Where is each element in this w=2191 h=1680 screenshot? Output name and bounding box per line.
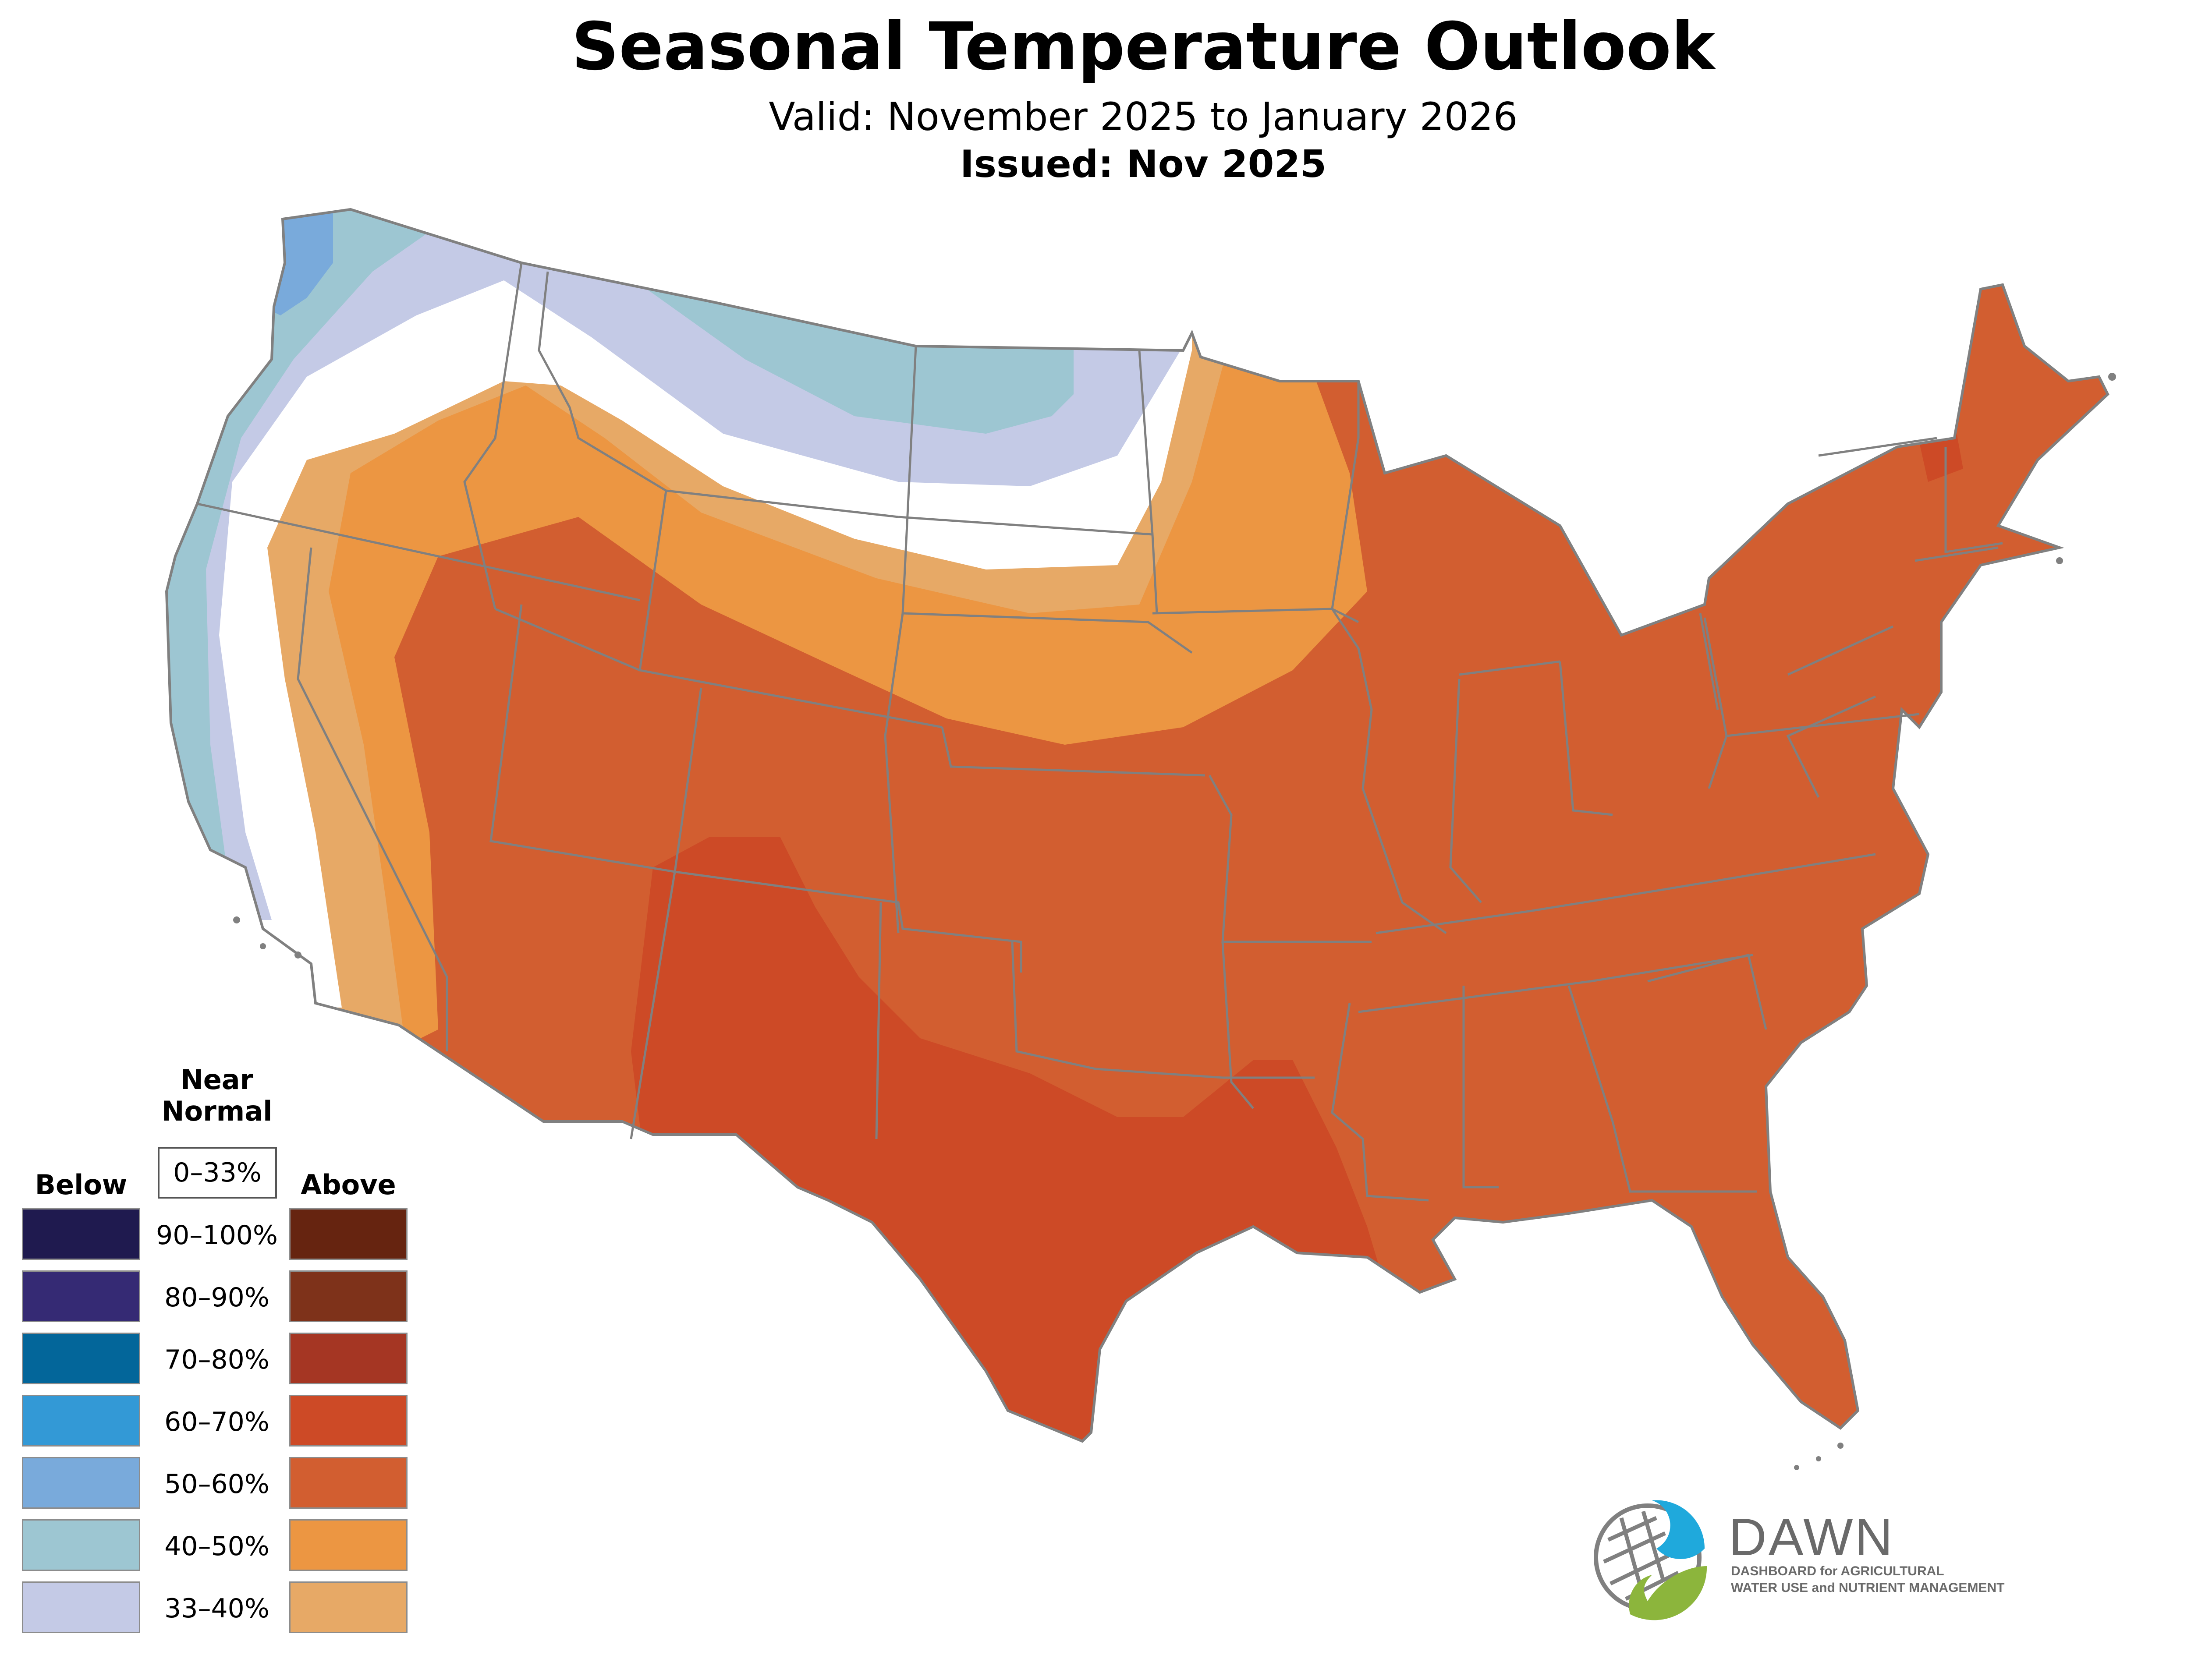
- logo-wordmark: DAWN: [1729, 1508, 1895, 1567]
- swatch-below-50-60: [22, 1457, 140, 1509]
- range-label-60-70: 60–70%: [164, 1407, 269, 1437]
- swatch-above-50-60: [289, 1457, 408, 1509]
- range-label-50-60: 50–60%: [164, 1469, 269, 1500]
- logo-tagline-1: DASHBOARD for AGRICULTURAL: [1731, 1564, 1944, 1578]
- swatch-above-80-90: [289, 1270, 408, 1322]
- swatch-below-60-70: [22, 1395, 140, 1447]
- issued-date: Issued: Nov 2025: [960, 142, 1327, 186]
- valid-period: Valid: November 2025 to January 2026: [769, 94, 1518, 139]
- state-borders: [197, 262, 2003, 1202]
- range-label-80-90: 80–90%: [164, 1282, 269, 1313]
- legend-near-normal-label-2: Normal: [161, 1095, 273, 1127]
- legend-above-label: Above: [301, 1169, 396, 1201]
- legend-near-normal-label-1: Near: [180, 1064, 254, 1096]
- swatch-below-80-90: [22, 1270, 140, 1322]
- swatch-below-90-100: [22, 1208, 140, 1260]
- page-title: Seasonal Temperature Outlook: [571, 9, 1715, 85]
- swatch-below-40-50: [22, 1519, 140, 1571]
- range-label-40-50: 40–50%: [164, 1531, 269, 1562]
- logo-leaf-shape: [1629, 1566, 1707, 1620]
- range-label-90-100: 90–100%: [156, 1220, 278, 1251]
- swatch-above-33-40: [289, 1581, 408, 1633]
- swatch-below-33-40: [22, 1581, 140, 1633]
- range-label-70-80: 70–80%: [164, 1344, 269, 1375]
- swatch-above-60-70: [289, 1395, 408, 1447]
- legend-below-label: Below: [35, 1169, 128, 1201]
- logo-tagline-2: WATER USE and NUTRIENT MANAGEMENT: [1731, 1581, 2005, 1595]
- near-normal-range-box: 0–33%: [158, 1147, 277, 1199]
- range-label-33-40: 33–40%: [164, 1593, 269, 1624]
- logo-water-shape: [1652, 1500, 1705, 1560]
- swatch-above-70-80: [289, 1333, 408, 1384]
- coastal-islands: [233, 373, 2116, 1470]
- swatch-below-70-80: [22, 1333, 140, 1384]
- swatch-above-90-100: [289, 1208, 408, 1260]
- dawn-logo-icon: [1594, 1500, 1707, 1620]
- swatch-above-40-50: [289, 1519, 408, 1571]
